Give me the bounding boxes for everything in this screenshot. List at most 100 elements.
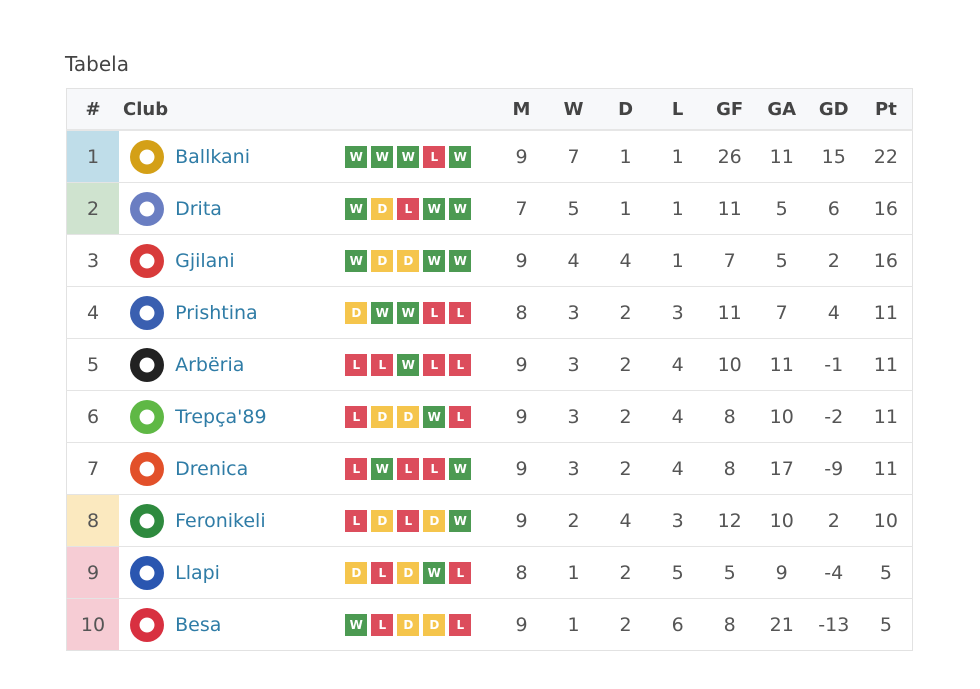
club-link[interactable]: Trepça'89 (175, 390, 346, 443)
form-result-badge: W (423, 405, 446, 428)
col-rank: # (66, 88, 120, 131)
club-link[interactable]: Feronikeli (175, 494, 346, 547)
table-row: 6 Trepça'89 L D D W L 9 3 2 4 8 10 -2 11 (66, 390, 913, 443)
club-link[interactable]: Besa (175, 598, 346, 651)
section-title: Tabela (65, 52, 129, 76)
stat-l: 1 (651, 129, 704, 183)
stat-gf: 12 (703, 494, 756, 547)
club-link[interactable]: Gjilani (175, 234, 346, 287)
club-crest-icon (130, 347, 165, 382)
stat-ga: 11 (755, 338, 808, 391)
stat-gd: 2 (807, 494, 860, 547)
stat-d: 2 (599, 442, 652, 495)
stat-l: 3 (651, 286, 704, 339)
form-result-badge: W (449, 249, 472, 272)
form-result-badge: D (371, 197, 394, 220)
club-link[interactable]: Prishtina (175, 286, 346, 339)
form-result-badge: D (371, 405, 394, 428)
stat-m: 9 (495, 494, 548, 547)
stat-gf: 8 (703, 390, 756, 443)
stat-gf: 10 (703, 338, 756, 391)
form-result-badge: W (397, 145, 420, 168)
standings-table: # Club M W D L GF GA GD Pt 1 Ballkani W W W L… (66, 88, 913, 651)
form-result-badge: L (371, 353, 394, 376)
club-crest-icon (130, 451, 165, 486)
table-row: 8 Feronikeli L D L D W 9 2 4 3 12 10 2 10 (66, 494, 913, 547)
form-result-badge: W (397, 301, 420, 324)
form-result-badge: W (345, 197, 368, 220)
rank-cell: 3 (66, 234, 120, 287)
col-gd: GD (807, 88, 860, 131)
stat-pt: 5 (859, 598, 913, 651)
club-link[interactable]: Llapi (175, 546, 346, 599)
stat-m: 9 (495, 390, 548, 443)
club-link[interactable]: Arbëria (175, 338, 346, 391)
stat-gf: 11 (703, 286, 756, 339)
stat-m: 9 (495, 338, 548, 391)
stat-d: 2 (599, 546, 652, 599)
stat-l: 1 (651, 182, 704, 235)
form-result-badge: W (449, 197, 472, 220)
stat-m: 9 (495, 129, 548, 183)
stat-pt: 11 (859, 390, 913, 443)
col-w: W (547, 88, 600, 131)
table-row: 10 Besa W L D D L 9 1 2 6 8 21 -13 5 (66, 598, 913, 651)
stat-l: 3 (651, 494, 704, 547)
table-row: 9 Llapi D L D W L 8 1 2 5 5 9 -4 5 (66, 546, 913, 599)
stat-pt: 16 (859, 234, 913, 287)
club-link[interactable]: Drita (175, 182, 346, 235)
stat-ga: 9 (755, 546, 808, 599)
form-result-badge: W (345, 613, 368, 636)
stat-ga: 10 (755, 494, 808, 547)
col-ga: GA (755, 88, 808, 131)
stat-m: 7 (495, 182, 548, 235)
stat-ga: 7 (755, 286, 808, 339)
stat-l: 6 (651, 598, 704, 651)
form-result-badge: L (371, 561, 394, 584)
stat-gd: -13 (807, 598, 860, 651)
stat-pt: 11 (859, 286, 913, 339)
stat-gf: 7 (703, 234, 756, 287)
form-result-badge: L (345, 405, 368, 428)
form-result-badge: W (449, 509, 472, 532)
stat-ga: 5 (755, 182, 808, 235)
stat-gf: 8 (703, 598, 756, 651)
stat-gf: 8 (703, 442, 756, 495)
table-row: 3 Gjilani W D D W W 9 4 4 1 7 5 2 16 (66, 234, 913, 287)
rank-cell: 1 (66, 129, 120, 183)
form-result-badge: D (423, 613, 446, 636)
form-result-badge: W (345, 145, 368, 168)
form-result-badge: D (345, 301, 368, 324)
club-crest-icon (130, 243, 165, 278)
table-row: 4 Prishtina D W W L L 8 3 2 3 11 7 4 11 (66, 286, 913, 339)
stat-l: 1 (651, 234, 704, 287)
table-row: 7 Drenica L W L L W 9 3 2 4 8 17 -9 11 (66, 442, 913, 495)
club-link[interactable]: Drenica (175, 442, 346, 495)
col-club: Club (119, 88, 496, 131)
stat-gd: 6 (807, 182, 860, 235)
form-result-badge: W (371, 145, 394, 168)
stat-w: 1 (547, 546, 600, 599)
rank-cell: 6 (66, 390, 120, 443)
stat-gd: -2 (807, 390, 860, 443)
table-row: 5 Arbëria L L W L L 9 3 2 4 10 11 -1 11 (66, 338, 913, 391)
stat-w: 3 (547, 286, 600, 339)
stat-gf: 26 (703, 129, 756, 183)
form-result-badge: D (423, 509, 446, 532)
stat-ga: 5 (755, 234, 808, 287)
form-result-badge: D (397, 405, 420, 428)
stat-w: 7 (547, 129, 600, 183)
stat-ga: 21 (755, 598, 808, 651)
stat-d: 4 (599, 494, 652, 547)
club-link[interactable]: Ballkani (175, 129, 346, 183)
form-result-badge: W (371, 301, 394, 324)
stat-d: 2 (599, 286, 652, 339)
form-result-badge: L (449, 353, 472, 376)
stat-w: 4 (547, 234, 600, 287)
stat-m: 9 (495, 234, 548, 287)
